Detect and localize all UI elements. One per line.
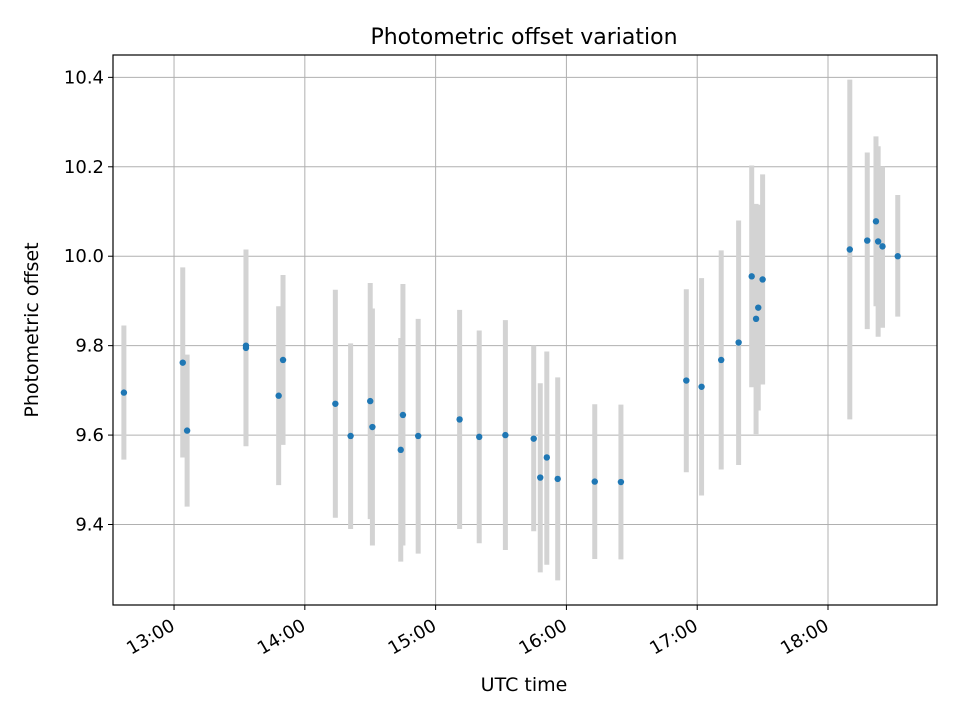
data-point bbox=[879, 243, 886, 250]
plot-frame bbox=[112, 54, 938, 606]
errorbars bbox=[121, 79, 901, 581]
data-point bbox=[554, 475, 561, 483]
y-tick-label: 10.2 bbox=[64, 157, 104, 178]
data-point bbox=[717, 356, 725, 364]
data-point bbox=[543, 454, 550, 461]
x-tick-label: 16:00 bbox=[515, 615, 570, 659]
data-point bbox=[476, 433, 483, 441]
data-point bbox=[275, 392, 282, 399]
y-tick-label: 10.0 bbox=[64, 246, 104, 267]
data-point bbox=[874, 238, 882, 245]
chart-title: Photometric offset variation bbox=[370, 25, 677, 50]
data-point bbox=[120, 389, 128, 396]
data-point bbox=[242, 342, 250, 349]
x-tick-label: 14:00 bbox=[254, 615, 309, 659]
data-point bbox=[735, 339, 742, 346]
y-tick-label: 9.4 bbox=[75, 515, 104, 536]
data-point bbox=[369, 423, 376, 431]
y-axis-label: Photometric offset bbox=[21, 242, 43, 417]
data-point bbox=[846, 246, 854, 253]
data-point bbox=[367, 397, 374, 405]
data-point bbox=[332, 400, 339, 407]
x-axis: 13:00 14:00 15:00 16:00 17:00 18:00 bbox=[123, 605, 833, 659]
x-tick-label: 15:00 bbox=[385, 615, 440, 659]
x-tick-label: 17:00 bbox=[646, 615, 701, 659]
data-points bbox=[120, 218, 901, 486]
data-point bbox=[872, 218, 880, 225]
y-tick-label: 10.4 bbox=[64, 67, 104, 88]
data-point bbox=[683, 377, 690, 384]
x-tick-label: 13:00 bbox=[123, 615, 178, 659]
data-point bbox=[530, 435, 537, 442]
data-point bbox=[414, 432, 422, 440]
data-point bbox=[456, 416, 463, 423]
data-point bbox=[179, 359, 186, 366]
data-point bbox=[537, 474, 544, 481]
y-tick-label: 9.6 bbox=[75, 425, 104, 446]
data-point bbox=[698, 383, 705, 390]
data-point bbox=[502, 431, 509, 439]
data-point bbox=[279, 356, 287, 364]
data-point bbox=[591, 478, 598, 485]
x-tick-label: 18:00 bbox=[777, 615, 832, 659]
data-point bbox=[617, 478, 625, 486]
data-point bbox=[347, 432, 354, 440]
x-axis-label: UTC time bbox=[481, 674, 568, 696]
data-point bbox=[864, 237, 871, 244]
data-point bbox=[759, 276, 766, 283]
data-point bbox=[752, 315, 760, 323]
data-point bbox=[399, 411, 407, 419]
data-point bbox=[183, 427, 191, 434]
y-tick-label: 9.8 bbox=[75, 336, 104, 357]
data-point bbox=[755, 304, 762, 311]
y-axis: 9.4 9.6 9.8 10.0 10.2 10.4 bbox=[64, 67, 113, 536]
grid bbox=[113, 55, 937, 605]
data-point bbox=[748, 273, 755, 280]
data-point bbox=[894, 253, 901, 260]
data-point bbox=[397, 446, 404, 454]
